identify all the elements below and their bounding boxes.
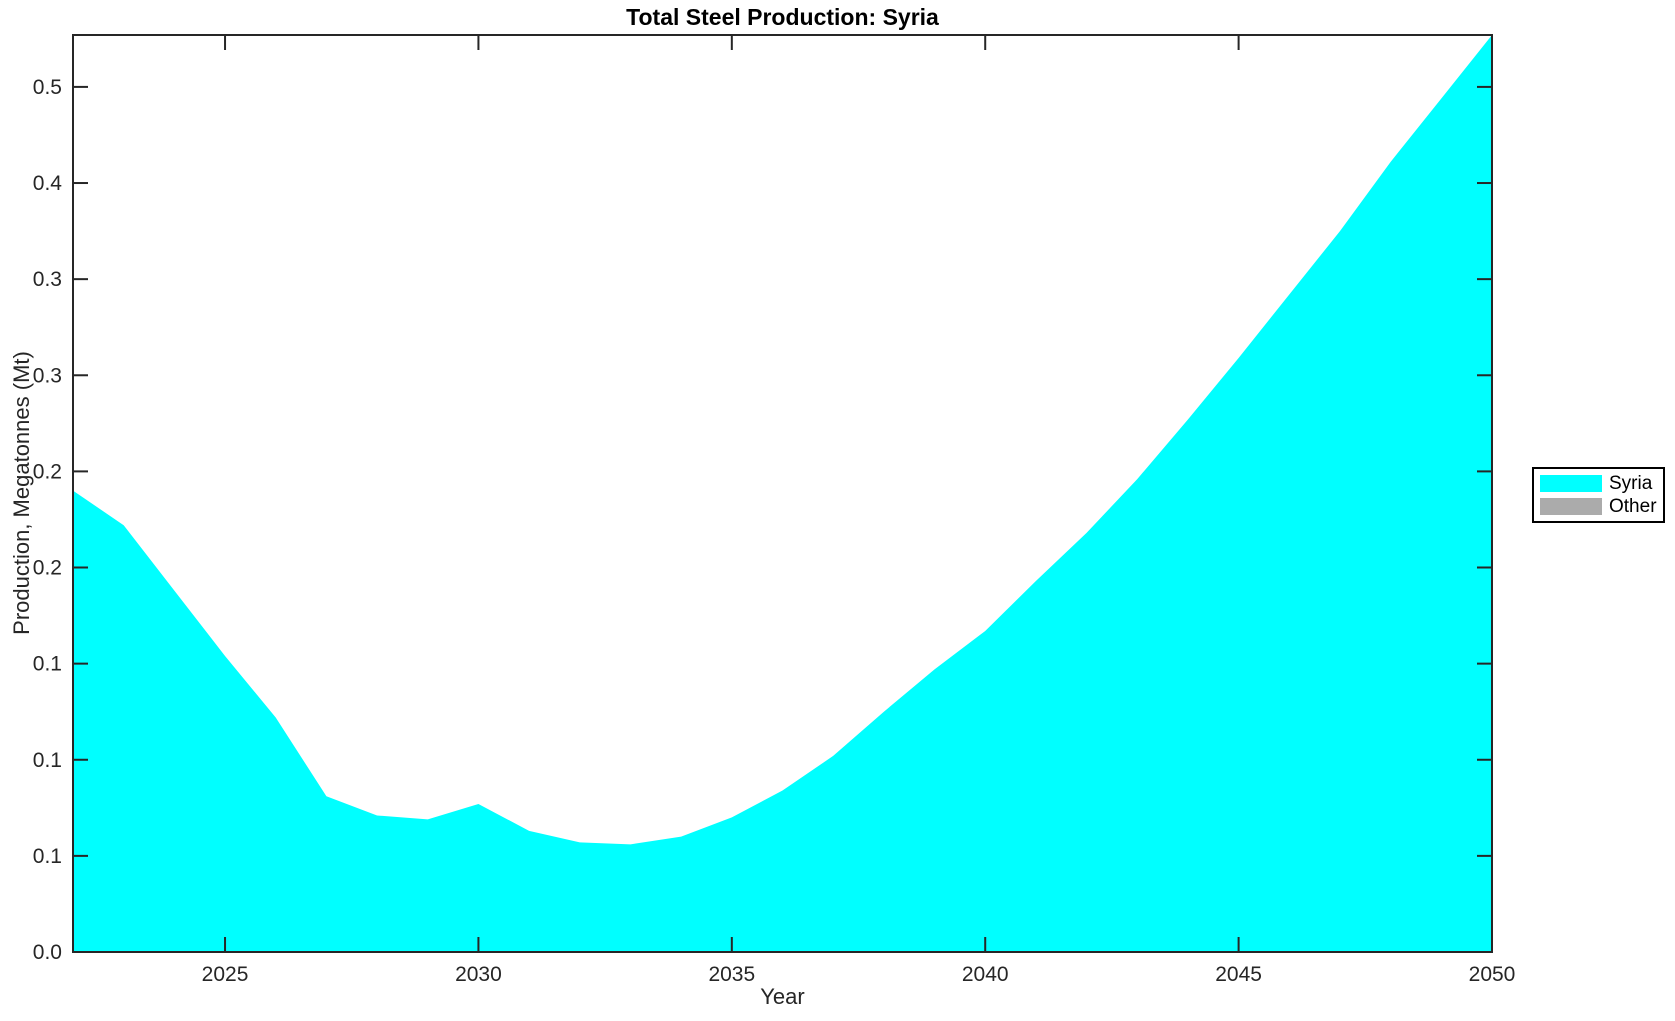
y-tick-label: 0.2 bbox=[33, 557, 62, 580]
x-axis-label: Year bbox=[760, 984, 805, 1009]
x-tick-label: 2035 bbox=[708, 963, 755, 986]
legend-label-syria: Syria bbox=[1609, 472, 1653, 494]
y-tick-label: 0.1 bbox=[33, 653, 62, 676]
y-tick-label: 0.3 bbox=[33, 268, 62, 291]
legend-item-other: Other bbox=[1540, 495, 1657, 517]
y-tick-label: 0.1 bbox=[33, 845, 62, 868]
x-tick-label: 2025 bbox=[202, 963, 249, 986]
tick-label-layer: 2025 2030 2035 2040 2045 2050 0.0 0.1 0.1 0.1 0.2 0… bbox=[33, 76, 1516, 986]
y-tick-label: 0.1 bbox=[33, 749, 62, 772]
y-tick-label: 0.0 bbox=[33, 941, 62, 964]
y-tick-label: 0.4 bbox=[33, 172, 63, 195]
legend: Syria Other bbox=[1532, 467, 1665, 523]
x-tick-label: 2030 bbox=[455, 963, 502, 986]
legend-swatch-syria bbox=[1540, 475, 1602, 492]
x-tick-label: 2050 bbox=[1469, 963, 1516, 986]
x-tick-label: 2040 bbox=[962, 963, 1009, 986]
legend-label-other: Other bbox=[1609, 495, 1657, 517]
y-tick-label: 0.2 bbox=[33, 460, 62, 483]
x-tick-label: 2045 bbox=[1215, 963, 1262, 986]
area-series-layer bbox=[73, 35, 1492, 952]
y-tick-label: 0.3 bbox=[33, 364, 62, 387]
legend-swatch-other bbox=[1540, 498, 1602, 515]
area-syria bbox=[73, 35, 1492, 952]
y-axis-label: Production, Megatonnes (Mt) bbox=[9, 351, 34, 635]
y-tick-label: 0.5 bbox=[33, 76, 62, 99]
axis-layer bbox=[72, 34, 1493, 953]
chart-title: Total Steel Production: Syria bbox=[626, 4, 939, 30]
legend-item-syria: Syria bbox=[1540, 472, 1657, 494]
plot-border bbox=[72, 34, 1493, 953]
